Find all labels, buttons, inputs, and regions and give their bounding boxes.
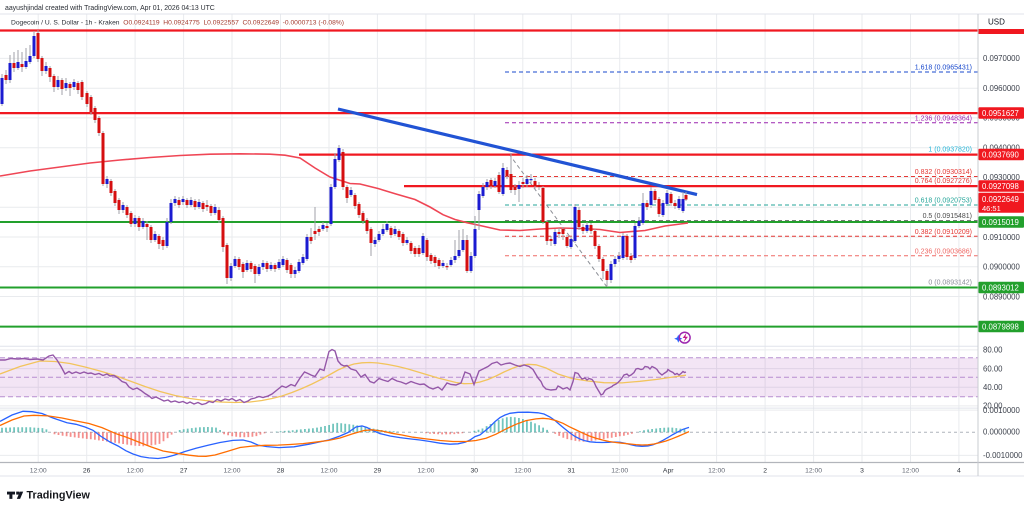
svg-text:0.382 (0.0910209): 0.382 (0.0910209) [915,229,972,236]
svg-text:12:00: 12:00 [320,468,337,475]
svg-text:26: 26 [83,468,91,475]
svg-text:4: 4 [957,468,961,475]
svg-text:12:00: 12:00 [514,468,531,475]
svg-text:0.0879898: 0.0879898 [982,322,1019,331]
svg-text:0.0951627: 0.0951627 [982,109,1019,118]
svg-text:0.832 (0.0930314): 0.832 (0.0930314) [915,169,972,176]
svg-text:27: 27 [180,468,188,475]
svg-text:0.5 (0.0915481): 0.5 (0.0915481) [923,213,972,220]
svg-text:1.618 (0.0965431): 1.618 (0.0965431) [915,65,972,72]
svg-text:12:00: 12:00 [417,468,434,475]
svg-text:29: 29 [374,468,382,475]
svg-text:Dogecoin / U. S. Dollar - 1h -: Dogecoin / U. S. Dollar - 1h - Kraken O0… [11,20,344,27]
svg-text:TradingView: TradingView [27,489,91,501]
svg-text:12:00: 12:00 [223,468,240,475]
svg-text:0 (0.0893142): 0 (0.0893142) [928,280,972,287]
svg-text:12:00: 12:00 [611,468,628,475]
svg-text:-0.0010000: -0.0010000 [983,451,1023,460]
svg-text:60.00: 60.00 [983,364,1003,373]
svg-text:80.00: 80.00 [983,346,1003,355]
svg-text:0.764 (0.0927276): 0.764 (0.0927276) [915,178,972,185]
svg-text:0.0937690: 0.0937690 [982,150,1020,159]
svg-text:Apr: Apr [663,468,674,475]
svg-text:1.236 (0.0948364): 1.236 (0.0948364) [915,115,972,122]
svg-text:12:00: 12:00 [902,468,919,475]
svg-text:0.0915019: 0.0915019 [982,218,1019,227]
svg-text:2: 2 [763,468,767,475]
svg-text:46:51: 46:51 [982,204,1001,213]
svg-text:20.00: 20.00 [983,402,1003,411]
svg-text:3: 3 [860,468,864,475]
svg-text:12:00: 12:00 [805,468,822,475]
svg-text:0.236 (0.0903686): 0.236 (0.0903686) [915,248,972,255]
svg-text:0.0890000: 0.0890000 [983,292,1021,301]
svg-text:aayushjindal created with Trad: aayushjindal created with TradingView.co… [5,5,215,12]
svg-text:0.0893012: 0.0893012 [982,283,1019,292]
svg-text:0.0930000: 0.0930000 [983,173,1021,182]
svg-text:12:00: 12:00 [30,468,47,475]
svg-text:28: 28 [277,468,285,475]
svg-text:0.0970000: 0.0970000 [983,54,1021,63]
svg-text:40.00: 40.00 [983,383,1003,392]
svg-text:0.0927098: 0.0927098 [982,182,1019,191]
svg-text:31: 31 [568,468,576,475]
svg-text:0.0010000: 0.0010000 [983,406,1021,415]
svg-text:12:00: 12:00 [127,468,144,475]
svg-text:0.618 (0.0920753): 0.618 (0.0920753) [915,198,972,205]
svg-text:1 (0.0937820): 1 (0.0937820) [928,147,972,154]
svg-text:12:00: 12:00 [708,468,725,475]
svg-text:0.0922649: 0.0922649 [982,195,1019,204]
svg-text:30: 30 [471,468,479,475]
svg-text:0.0910000: 0.0910000 [983,233,1021,242]
svg-text:0.0960000: 0.0960000 [983,84,1021,93]
svg-text:0.0940000: 0.0940000 [983,144,1021,153]
svg-text:USD: USD [988,18,1005,27]
svg-text:0.0000000: 0.0000000 [983,427,1021,436]
svg-text:0.0900000: 0.0900000 [983,263,1021,272]
